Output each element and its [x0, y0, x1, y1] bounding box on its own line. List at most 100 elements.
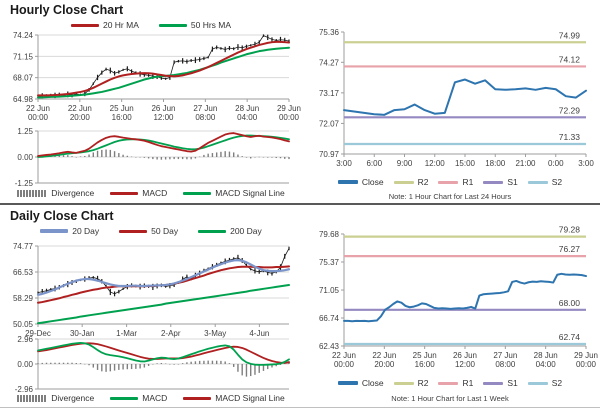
divergence-bar	[190, 157, 192, 160]
divergence-bar	[152, 157, 154, 160]
legend-label: Divergence	[51, 393, 95, 403]
pivot-value-label-s2: 62.74	[559, 332, 581, 342]
divergence-bar	[254, 364, 256, 375]
y-tick-label: 0.00	[17, 360, 33, 369]
divergence-bar	[54, 155, 56, 157]
divergence-bar	[79, 363, 82, 364]
divergence-bar	[215, 152, 218, 157]
x-tick-label: 0:00	[548, 159, 564, 168]
divergence-bar	[207, 360, 209, 364]
daily-section-title: Daily Close Chart	[10, 209, 114, 223]
divergence-bar	[228, 363, 231, 364]
price-candle-line	[37, 248, 290, 295]
divergence-bar	[135, 364, 137, 369]
y-tick-label: 71.05	[319, 286, 340, 295]
line-swatch-pink	[438, 381, 459, 385]
divergence-bar	[160, 362, 163, 364]
x-tick-label: 18:00	[485, 159, 506, 168]
y-tick-label: 73.17	[319, 89, 340, 98]
y-tick-label: 1.25	[17, 127, 33, 136]
divergence-bar	[96, 364, 99, 370]
divergence-bar	[169, 157, 171, 160]
line-swatch-pink	[438, 180, 459, 184]
hourly-section-title: Hourly Close Chart	[10, 3, 124, 17]
divergence-bar	[113, 151, 116, 157]
hourly-macd-chart: 1.25 0.00 -1.25	[15, 127, 290, 188]
legend-item-20hr-ma: 20 Hr MA	[70, 20, 139, 30]
daily-pivot-note: Note: 1 Hour Chart for Last 1 Week	[391, 394, 509, 403]
divergence-bar	[96, 150, 99, 157]
divergence-bar	[262, 364, 265, 371]
divergence-bar	[267, 364, 269, 370]
legend-item-s2: S2	[527, 378, 562, 388]
x-tick-label: 2-Apr	[161, 329, 181, 338]
divergence-bar	[50, 362, 52, 364]
x-tick-label: 3:00	[336, 159, 352, 168]
divergence-bar	[58, 362, 60, 364]
legend-item-macd: MACD	[110, 393, 167, 403]
line-swatch-cyan	[527, 180, 548, 184]
legend-item-50day: 50 Day	[119, 226, 178, 236]
divergence-bar	[258, 156, 260, 158]
divergence-bar	[275, 364, 277, 367]
y-tick-label: 74.27	[319, 58, 340, 67]
legend-label: R2	[417, 177, 429, 187]
legend-item-macd-signal: MACD Signal Line	[183, 188, 285, 198]
x-tick-label: 4-Jun	[249, 329, 269, 338]
section-divider	[0, 203, 600, 205]
divergence-bar	[220, 151, 222, 157]
legend-item-s1: S1	[483, 378, 518, 388]
y-tick-label: 68.07	[13, 74, 34, 83]
x-tick-label: 29 Jun 00:00	[574, 351, 598, 369]
divergence-bar	[79, 156, 82, 157]
line-swatch-red	[183, 396, 212, 400]
y-tick-label: 70.97	[319, 150, 340, 159]
divergence-bar	[71, 362, 73, 364]
bar-swatch-gray	[17, 189, 48, 197]
line-swatch-cyan	[527, 381, 548, 385]
x-tick-label: 30-Jan	[70, 329, 94, 338]
line-swatch-red	[110, 191, 139, 195]
x-tick-label: 9:00	[397, 159, 413, 168]
series-line-close	[343, 78, 587, 116]
y-tick-label: 71.15	[13, 52, 34, 61]
y-tick-label: 75.37	[319, 258, 340, 267]
series-line-macd	[37, 341, 290, 366]
hourly-macd-legend: Divergence MACD MACD Signal Line	[6, 188, 296, 198]
y-tick-label: 75.36	[319, 28, 340, 37]
divergence-bar	[122, 364, 124, 370]
hourly-price-legend: 20 Hr MA 50 Hrs MA	[6, 20, 296, 30]
series-line-50-hrs-ma	[37, 46, 290, 99]
legend-item-r1: R1	[438, 378, 473, 388]
divergence-bar	[203, 154, 205, 157]
divergence-bar	[54, 362, 56, 364]
divergence-bar	[186, 157, 188, 160]
line-swatch-olive	[393, 381, 414, 385]
divergence-bar	[211, 360, 214, 364]
series-line-20-day	[36, 259, 291, 296]
divergence-bar	[181, 157, 184, 160]
divergence-bar	[67, 155, 69, 157]
series-line-20-hr-ma	[37, 40, 290, 97]
y-tick-label: 74.24	[13, 31, 34, 40]
divergence-bar	[207, 153, 209, 157]
divergence-bar	[160, 157, 163, 160]
divergence-bar	[139, 157, 141, 158]
legend-label: 50 Hrs MA	[190, 20, 232, 30]
divergence-bar	[130, 156, 133, 158]
pivot-value-label-s1: 68.00	[559, 298, 581, 308]
legend-label: S2	[551, 177, 563, 187]
divergence-bar	[262, 157, 265, 158]
x-tick-label: 1-Mar	[116, 329, 137, 338]
divergence-bar	[109, 364, 112, 372]
legend-item-close: Close	[337, 378, 384, 388]
divergence-bar	[271, 157, 273, 158]
divergence-bar	[67, 362, 69, 364]
legend-label: 20 Hr MA	[102, 20, 139, 30]
line-swatch-green	[198, 229, 227, 233]
divergence-bar	[113, 364, 116, 371]
hourly-pivot-note: Note: 1 Hour Chart for Last 24 Hours	[388, 192, 512, 201]
x-tick-label: 28 Jun 04:00	[534, 351, 558, 369]
x-tick-label: 22 Jun 00:00	[26, 104, 50, 122]
